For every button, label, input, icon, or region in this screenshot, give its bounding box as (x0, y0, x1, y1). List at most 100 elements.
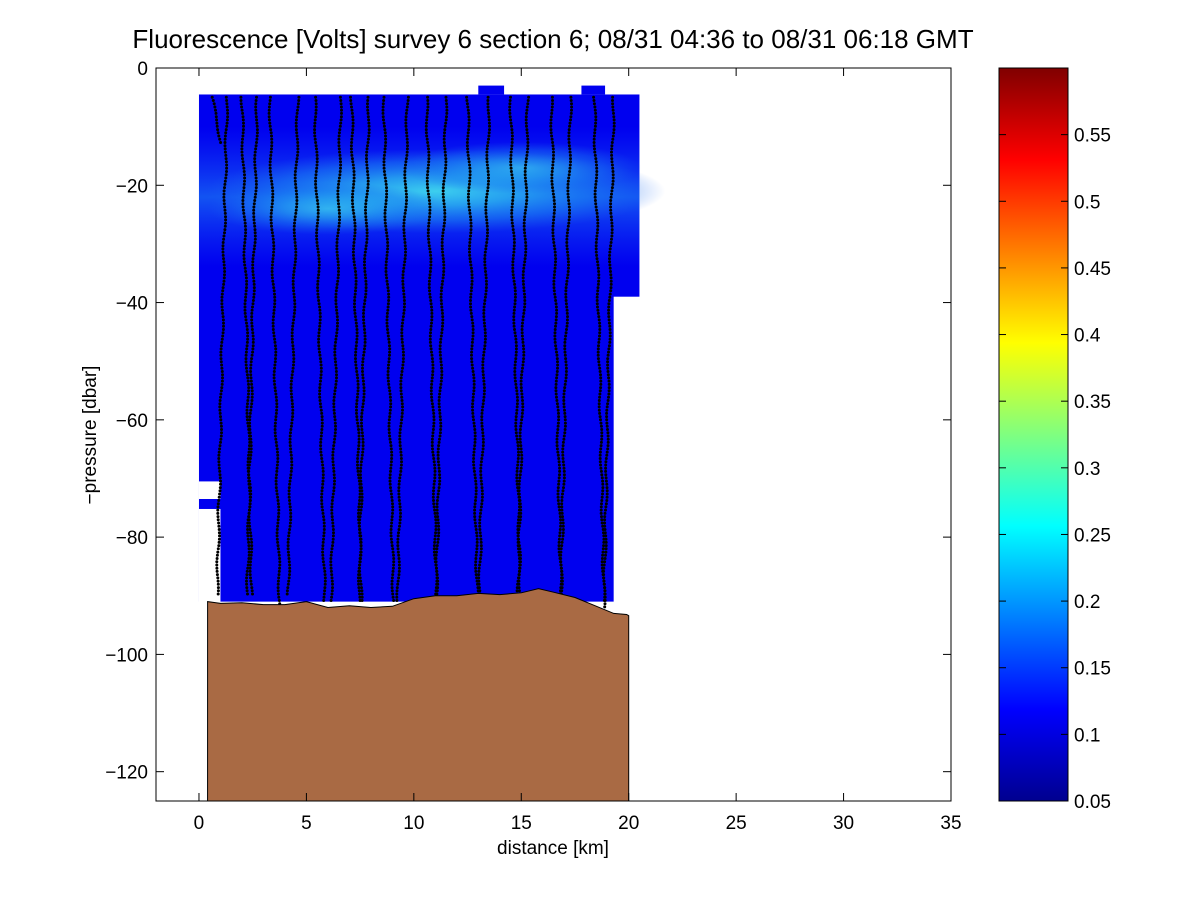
profile-point (485, 150, 489, 154)
profile-point (217, 495, 221, 499)
profile-point (357, 434, 361, 438)
profile-point (597, 360, 601, 364)
profile-point (560, 576, 564, 580)
profile-point (606, 437, 610, 441)
profile-point (512, 308, 516, 312)
profile-point (390, 518, 394, 522)
profile-point (430, 402, 434, 406)
profile-point (215, 553, 219, 557)
profile-point (513, 328, 516, 331)
profile-point (397, 531, 400, 535)
profile-point (275, 534, 279, 538)
profile-point (516, 457, 520, 460)
profile-point (252, 276, 256, 280)
profile-point (433, 534, 437, 538)
profile-point (223, 150, 227, 154)
profile-point (480, 489, 484, 493)
profile-point (400, 328, 404, 331)
profile-point (354, 347, 358, 351)
profile-point (438, 437, 441, 441)
profile-point (510, 147, 514, 151)
profile-point (594, 157, 598, 161)
profile-point (440, 244, 444, 248)
profile-point (564, 379, 568, 383)
profile-point (603, 511, 607, 515)
profile-point (335, 328, 339, 331)
profile-point (467, 115, 471, 119)
profile-point (444, 163, 448, 167)
profile-point (596, 224, 600, 228)
profile-point (512, 241, 516, 244)
profile-point (271, 253, 275, 257)
profile-point (553, 292, 557, 296)
profile-point (392, 553, 395, 557)
profile-point (431, 366, 435, 370)
profile-point (430, 308, 434, 312)
profile-point (240, 150, 244, 154)
profile-point (442, 179, 446, 183)
profile-point (521, 408, 525, 412)
profile-point (443, 147, 447, 151)
profile-point (221, 318, 225, 322)
profile-point (470, 282, 474, 286)
profile-point (442, 224, 446, 228)
profile-point (273, 424, 277, 428)
profile-point (560, 589, 564, 593)
profile-point (293, 299, 297, 302)
profile-point (334, 424, 337, 428)
profile-point (289, 508, 292, 512)
profile-point (515, 476, 519, 480)
profile-point (352, 211, 356, 215)
profile-point (522, 311, 526, 315)
profile-point (352, 253, 355, 257)
profile-point (524, 202, 528, 206)
profile-point (252, 205, 256, 209)
profile-point (431, 373, 435, 377)
profile-point (356, 386, 360, 390)
profile-point (474, 557, 478, 560)
profile-point (470, 276, 474, 280)
profile-point (550, 176, 554, 180)
profile-point (424, 124, 428, 128)
profile-point (561, 521, 565, 525)
profile-point (355, 411, 358, 415)
profile-point (483, 337, 487, 341)
profile-point (292, 353, 296, 357)
profile-point (568, 163, 572, 167)
y-tick-label: −120 (105, 763, 148, 784)
profile-point (274, 482, 278, 486)
profile-point (320, 499, 324, 502)
profile-point (597, 315, 601, 319)
profile-point (608, 253, 612, 257)
profile-point (551, 157, 555, 161)
profile-point (241, 205, 245, 209)
profile-point (431, 495, 435, 499)
profile-point (268, 99, 272, 102)
profile-point (364, 276, 368, 280)
profile-point (399, 424, 403, 428)
profile-point (399, 466, 403, 470)
profile-point (352, 257, 356, 261)
profile-point (272, 250, 276, 254)
profile-point (596, 221, 600, 225)
profile-point (599, 447, 603, 451)
profile-point (219, 353, 223, 357)
profile-point (247, 476, 251, 480)
profile-point (594, 205, 598, 209)
profile-point (400, 399, 404, 402)
profile-point (396, 547, 400, 551)
profile-point (435, 508, 439, 512)
profile-point (362, 392, 366, 396)
profile-point (245, 418, 249, 422)
profile-point (223, 147, 227, 151)
profile-point (567, 173, 571, 177)
profile-point (223, 270, 227, 273)
profile-point (551, 237, 555, 241)
profile-point (273, 431, 277, 435)
profile-point (515, 405, 519, 409)
profile-point (404, 192, 408, 196)
profile-point (289, 386, 293, 390)
profile-point (560, 540, 564, 544)
profile-point (402, 305, 406, 309)
profile-point (562, 473, 566, 477)
